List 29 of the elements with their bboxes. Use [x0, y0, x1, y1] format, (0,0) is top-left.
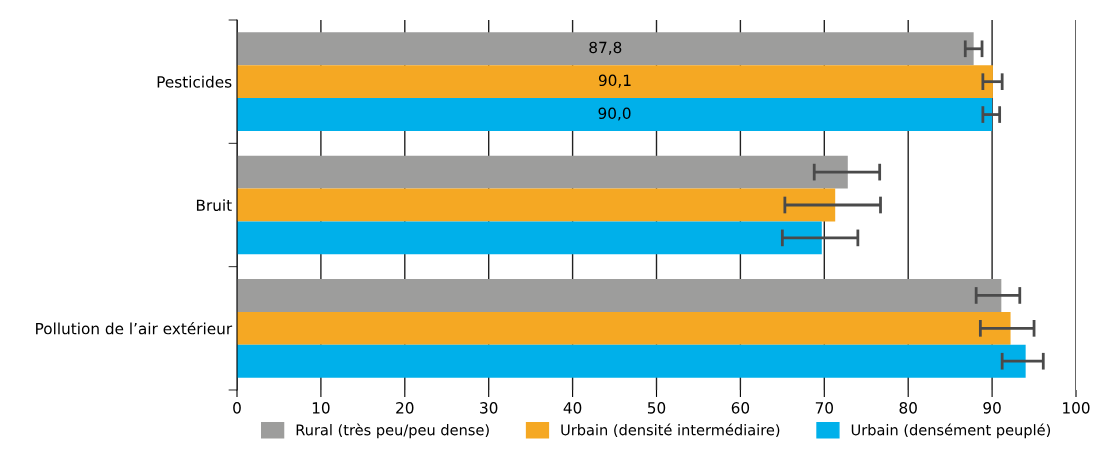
- data-label: 90,0: [598, 107, 631, 121]
- legend-label: Rural (très peu/peu dense): [296, 423, 489, 439]
- x-tick-label: 60: [731, 402, 750, 414]
- bar: [237, 65, 993, 99]
- x-tick-label: 30: [480, 402, 498, 414]
- data-label: 87,8: [589, 41, 622, 55]
- x-tick-label: 90: [983, 402, 1001, 414]
- bar: [237, 155, 848, 189]
- bar: [237, 311, 1011, 345]
- bar: [237, 188, 836, 222]
- y-tick-label: Bruit: [196, 199, 232, 212]
- legend-label: Urbain (densité intermédiaire): [561, 423, 780, 438]
- bar: [237, 279, 1002, 312]
- data-label: 90,1: [598, 74, 631, 88]
- x-tick-label: 70: [815, 402, 834, 414]
- y-tick-label: Pesticides: [157, 75, 232, 88]
- x-tick-label: 0: [233, 402, 241, 414]
- legend-label: Urbain (densément peuplé): [851, 423, 1051, 439]
- bar: [237, 221, 822, 255]
- x-tick-label: 50: [647, 402, 666, 414]
- x-tick-label: 100: [1063, 402, 1090, 414]
- x-tick-label: 40: [563, 402, 582, 414]
- bar: [237, 98, 993, 131]
- bar: [237, 344, 1026, 378]
- x-tick-label: 80: [899, 402, 917, 414]
- y-tick-label: Pollution de l’air extérieur: [36, 321, 233, 335]
- x-tick-label: 20: [396, 402, 414, 414]
- bar: [237, 32, 974, 66]
- x-tick-label: 10: [312, 402, 330, 414]
